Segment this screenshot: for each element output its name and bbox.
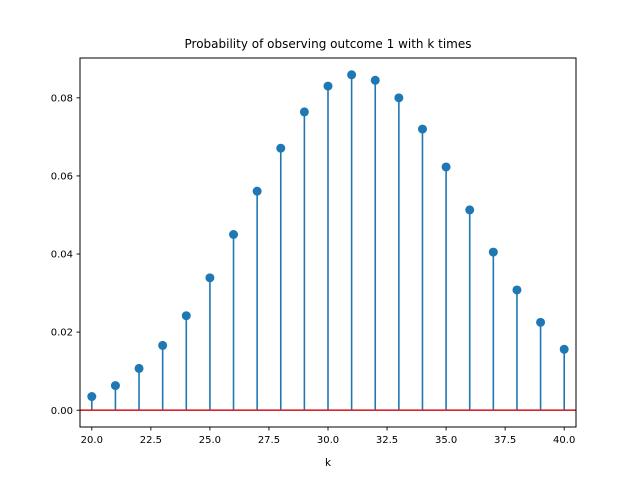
y-tick-label: 0.08	[51, 93, 73, 104]
x-tick-label: 30.0	[317, 435, 339, 446]
stem-marker	[488, 247, 498, 257]
x-tick-label: 20.0	[81, 435, 103, 446]
stem-marker	[134, 363, 144, 373]
stem-marker	[347, 70, 357, 80]
stem-marker	[276, 143, 286, 153]
chart-title: Probability of observing outcome 1 with …	[185, 37, 472, 51]
x-tick-label: 32.5	[376, 435, 398, 446]
stem-marker	[370, 75, 380, 85]
stem-marker	[299, 107, 309, 117]
x-axis: 20.0 22.5 25.0 27.5 30.0 32.5 35.0 37.5 40.0	[81, 427, 575, 446]
y-tick-label: 0.00	[51, 406, 73, 417]
y-axis: 0.00 0.02 0.04 0.06 0.08	[51, 93, 80, 417]
stem-marker	[229, 229, 239, 239]
x-tick-label: 35.0	[435, 435, 457, 446]
y-tick-label: 0.06	[51, 172, 73, 183]
stem-marker	[512, 285, 522, 295]
y-tick-label: 0.04	[51, 250, 73, 261]
x-tick-label: 40.0	[553, 435, 575, 446]
y-tick-label: 0.02	[51, 328, 73, 339]
x-axis-label: k	[325, 457, 332, 469]
stem-marker	[559, 344, 569, 354]
stem-marker	[158, 340, 168, 350]
stem-marker	[417, 124, 427, 134]
stem-marker	[87, 392, 97, 402]
stem-marker	[181, 311, 191, 321]
stem-marker	[110, 381, 120, 391]
stem-marker	[394, 93, 404, 103]
stem-marker	[536, 317, 546, 327]
x-tick-label: 37.5	[494, 435, 516, 446]
stem-marker	[441, 162, 451, 172]
stem-marker	[323, 81, 333, 91]
stem-marker	[252, 186, 262, 196]
x-tick-label: 27.5	[258, 435, 280, 446]
x-tick-label: 25.0	[199, 435, 221, 446]
plot-layer	[80, 70, 576, 412]
stem-marker	[465, 205, 475, 215]
x-tick-label: 22.5	[140, 435, 162, 446]
stem-marker	[205, 273, 215, 283]
